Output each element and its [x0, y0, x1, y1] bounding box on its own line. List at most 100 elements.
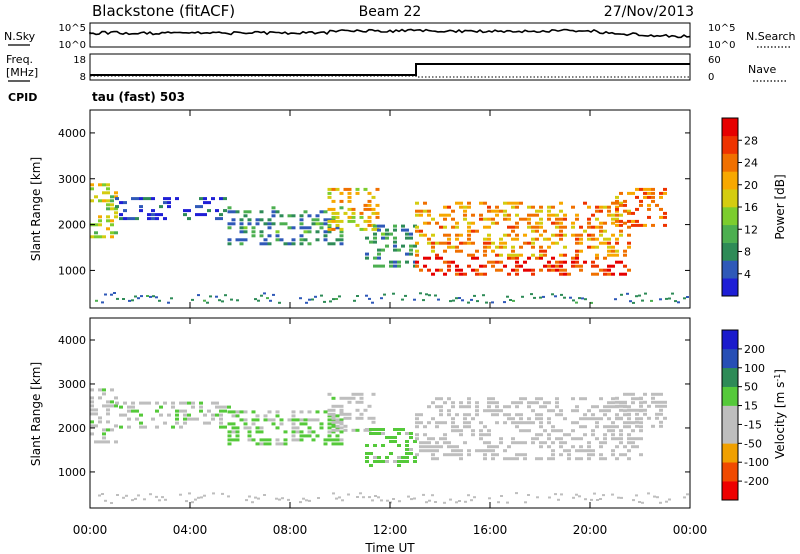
data-cell — [451, 405, 455, 409]
data-cell — [435, 221, 439, 225]
data-cell — [339, 404, 344, 408]
data-cell — [275, 442, 280, 446]
data-cell — [287, 418, 292, 422]
data-cell — [405, 460, 409, 463]
data-cell — [479, 213, 483, 217]
data-cell — [599, 241, 603, 245]
data-cell — [559, 441, 563, 445]
data-cell — [425, 501, 428, 504]
data-cell — [291, 438, 296, 442]
data-cell — [127, 409, 131, 413]
data-cell — [90, 408, 94, 412]
data-cell — [323, 410, 328, 414]
data-cell — [638, 501, 641, 503]
data-cell — [571, 225, 575, 229]
data-cell — [102, 440, 106, 444]
data-cell — [339, 227, 344, 231]
data-cell — [386, 499, 389, 502]
data-cell — [331, 242, 336, 246]
data-cell — [627, 425, 631, 429]
data-cell — [483, 245, 487, 249]
data-cell — [539, 225, 543, 229]
data-cell — [563, 268, 567, 272]
data-cell — [98, 388, 102, 392]
data-cell — [127, 405, 131, 409]
data-cell — [371, 195, 376, 199]
data-cell — [307, 214, 312, 218]
data-cell — [351, 207, 356, 211]
freq-label-line2: [MHz] — [6, 66, 38, 79]
data-cell — [243, 422, 248, 426]
x-tick-label: 00:00 — [73, 523, 108, 537]
data-cell — [603, 237, 607, 241]
data-cell — [519, 413, 523, 417]
data-cell — [495, 405, 499, 409]
data-cell — [187, 401, 191, 405]
data-cell — [575, 249, 579, 253]
data-cell — [443, 453, 447, 457]
data-cell — [579, 249, 583, 253]
data-cell — [595, 405, 599, 409]
data-cell — [110, 293, 113, 296]
data-cell — [639, 408, 643, 412]
data-cell — [551, 213, 555, 217]
data-cell — [523, 429, 527, 433]
data-cell — [393, 264, 397, 268]
data-cell — [507, 457, 511, 461]
data-cell — [668, 297, 671, 300]
colorbar-tick-label: 15 — [744, 400, 758, 413]
data-cell — [247, 218, 252, 222]
colorbar-tick-label: 12 — [744, 223, 758, 236]
data-cell — [483, 449, 487, 453]
data-cell — [287, 226, 292, 230]
colorbar-tick-label: 4 — [744, 268, 751, 281]
data-cell — [90, 396, 94, 400]
data-cell — [555, 225, 559, 229]
data-cell — [555, 401, 559, 405]
data-cell — [627, 412, 631, 416]
data-cell — [308, 499, 311, 502]
data-cell — [155, 425, 159, 429]
data-cell — [435, 441, 439, 445]
data-cell — [511, 225, 515, 229]
data-cell — [607, 409, 611, 413]
data-cell — [423, 221, 427, 225]
data-cell — [299, 234, 304, 238]
data-cell — [523, 397, 527, 401]
data-cell — [455, 249, 459, 253]
data-cell — [101, 301, 104, 304]
data-cell — [191, 401, 195, 405]
data-cell — [555, 397, 559, 401]
data-cell — [515, 201, 519, 205]
data-cell — [587, 233, 591, 237]
data-cell — [367, 199, 372, 203]
data-cell — [347, 396, 352, 400]
data-cell — [439, 225, 443, 229]
data-cell — [355, 428, 360, 432]
data-cell — [368, 297, 371, 300]
data-cell — [527, 417, 531, 421]
data-cell — [575, 405, 579, 409]
data-cell — [415, 437, 419, 441]
data-cell — [281, 497, 284, 500]
data-cell — [338, 496, 341, 499]
data-cell — [595, 205, 599, 209]
data-cell — [455, 425, 459, 429]
data-cell — [359, 492, 362, 495]
data-cell — [443, 421, 447, 425]
data-cell — [397, 464, 401, 467]
data-cell — [323, 222, 328, 226]
x-tick-label: 12:00 — [373, 523, 408, 537]
data-cell — [215, 413, 219, 417]
data-cell — [491, 445, 495, 449]
data-cell — [626, 292, 629, 295]
data-cell — [539, 296, 542, 299]
data-cell — [623, 221, 627, 225]
data-cell — [579, 237, 583, 241]
data-cell — [215, 405, 219, 409]
data-cell — [639, 199, 643, 203]
data-cell — [491, 241, 495, 245]
data-cell — [98, 494, 101, 497]
data-cell — [619, 260, 623, 264]
